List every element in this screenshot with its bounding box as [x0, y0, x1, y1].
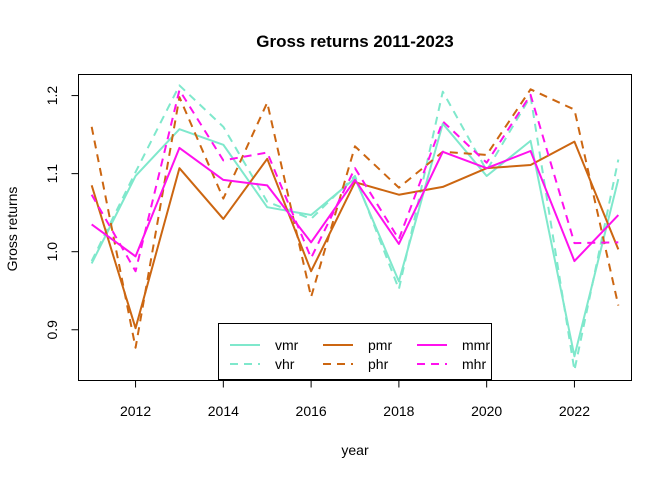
legend-label-phr: phr: [368, 356, 389, 372]
x-tick-label: 2016: [296, 403, 327, 419]
series-line-mhr: [90, 89, 619, 273]
y-tick-label: 1.1: [44, 164, 60, 184]
legend-label-vmr: vmr: [275, 337, 299, 353]
y-axis-label: Gross returns: [4, 187, 20, 272]
legend-label-vhr: vhr: [275, 356, 295, 372]
x-axis-label: year: [341, 442, 369, 458]
series-line-phr: [90, 88, 620, 349]
series-line-vmr: [90, 122, 620, 358]
x-tick-label: 2022: [559, 403, 590, 419]
x-axis: 2012 2014 2016 2018 2020 2022: [120, 380, 590, 419]
x-tick-label: 2014: [208, 403, 239, 419]
series-layer: [90, 84, 620, 372]
y-tick-label: 1.0: [44, 242, 60, 262]
series-line-pmr: [90, 140, 620, 330]
legend-label-mhr: mhr: [462, 356, 486, 372]
x-tick-label: 2012: [120, 403, 151, 419]
legend-label-pmr: pmr: [368, 337, 392, 353]
y-axis: 0.9 1.0 1.1 1.2: [44, 86, 79, 340]
series-line-mmr: [91, 146, 620, 263]
y-tick-label: 1.2: [44, 86, 60, 106]
legend-box: [218, 323, 492, 380]
x-tick-label: 2018: [383, 403, 414, 419]
legend-label-mmr: mmr: [462, 337, 490, 353]
y-tick-label: 0.9: [44, 320, 60, 340]
chart-title: Gross returns 2011-2023: [256, 32, 454, 51]
legend: vmr vhr pmr phr mmr mhr: [218, 323, 492, 380]
x-tick-label: 2020: [471, 403, 502, 419]
